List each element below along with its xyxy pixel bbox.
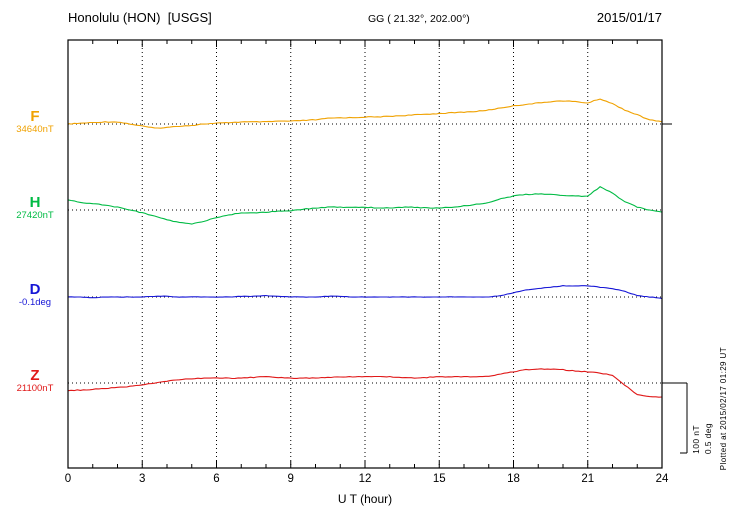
- channel-label-Z: Z 21100nT: [6, 368, 64, 395]
- x-tick-label: 21: [581, 473, 595, 485]
- plotted-at-note: Plotted at 2015/02/17 01:29 UT: [719, 346, 728, 470]
- channel-letter: F: [30, 108, 40, 125]
- channel-letter: D: [29, 281, 41, 298]
- trace-H: [67, 186, 663, 225]
- channel-label-H: H 27420nT: [6, 195, 64, 222]
- x-tick-label: 18: [507, 473, 520, 485]
- x-axis-label: U T (hour): [337, 492, 393, 506]
- channel-baseline-value: 27420nT: [16, 210, 54, 221]
- trace-D: [67, 285, 663, 299]
- channel-label-D: D -0.1deg: [6, 282, 64, 309]
- trace-Z: [67, 368, 663, 398]
- channel-baseline-value: 21100nT: [16, 383, 54, 394]
- station-title: Honolulu (HON) [USGS]: [68, 10, 212, 25]
- channel-label-F: F 34640nT: [6, 109, 64, 136]
- scale-label-deg: 0.5 deg: [703, 422, 713, 454]
- channel-letter: Z: [30, 367, 40, 384]
- channel-baseline-value: 34640nT: [16, 124, 54, 135]
- x-tick-label: 9: [287, 473, 294, 485]
- plot-date: 2015/01/17: [596, 10, 662, 25]
- x-tick-label: 6: [213, 473, 220, 485]
- trace-F: [67, 98, 663, 129]
- x-tick-label: 12: [358, 473, 372, 485]
- plot-frame: [67, 39, 663, 469]
- scale-label-nt: 100 nT: [691, 425, 701, 454]
- observatory-coordinates: GG ( 21.32°, 202.00°): [368, 13, 470, 25]
- x-tick-label: 15: [432, 473, 446, 485]
- channel-baseline-value: -0.1deg: [18, 297, 52, 308]
- x-tick-label: 3: [139, 473, 146, 485]
- x-tick-label: 0: [64, 473, 72, 485]
- x-tick-label: 24: [655, 473, 669, 485]
- channel-letter: H: [29, 194, 41, 211]
